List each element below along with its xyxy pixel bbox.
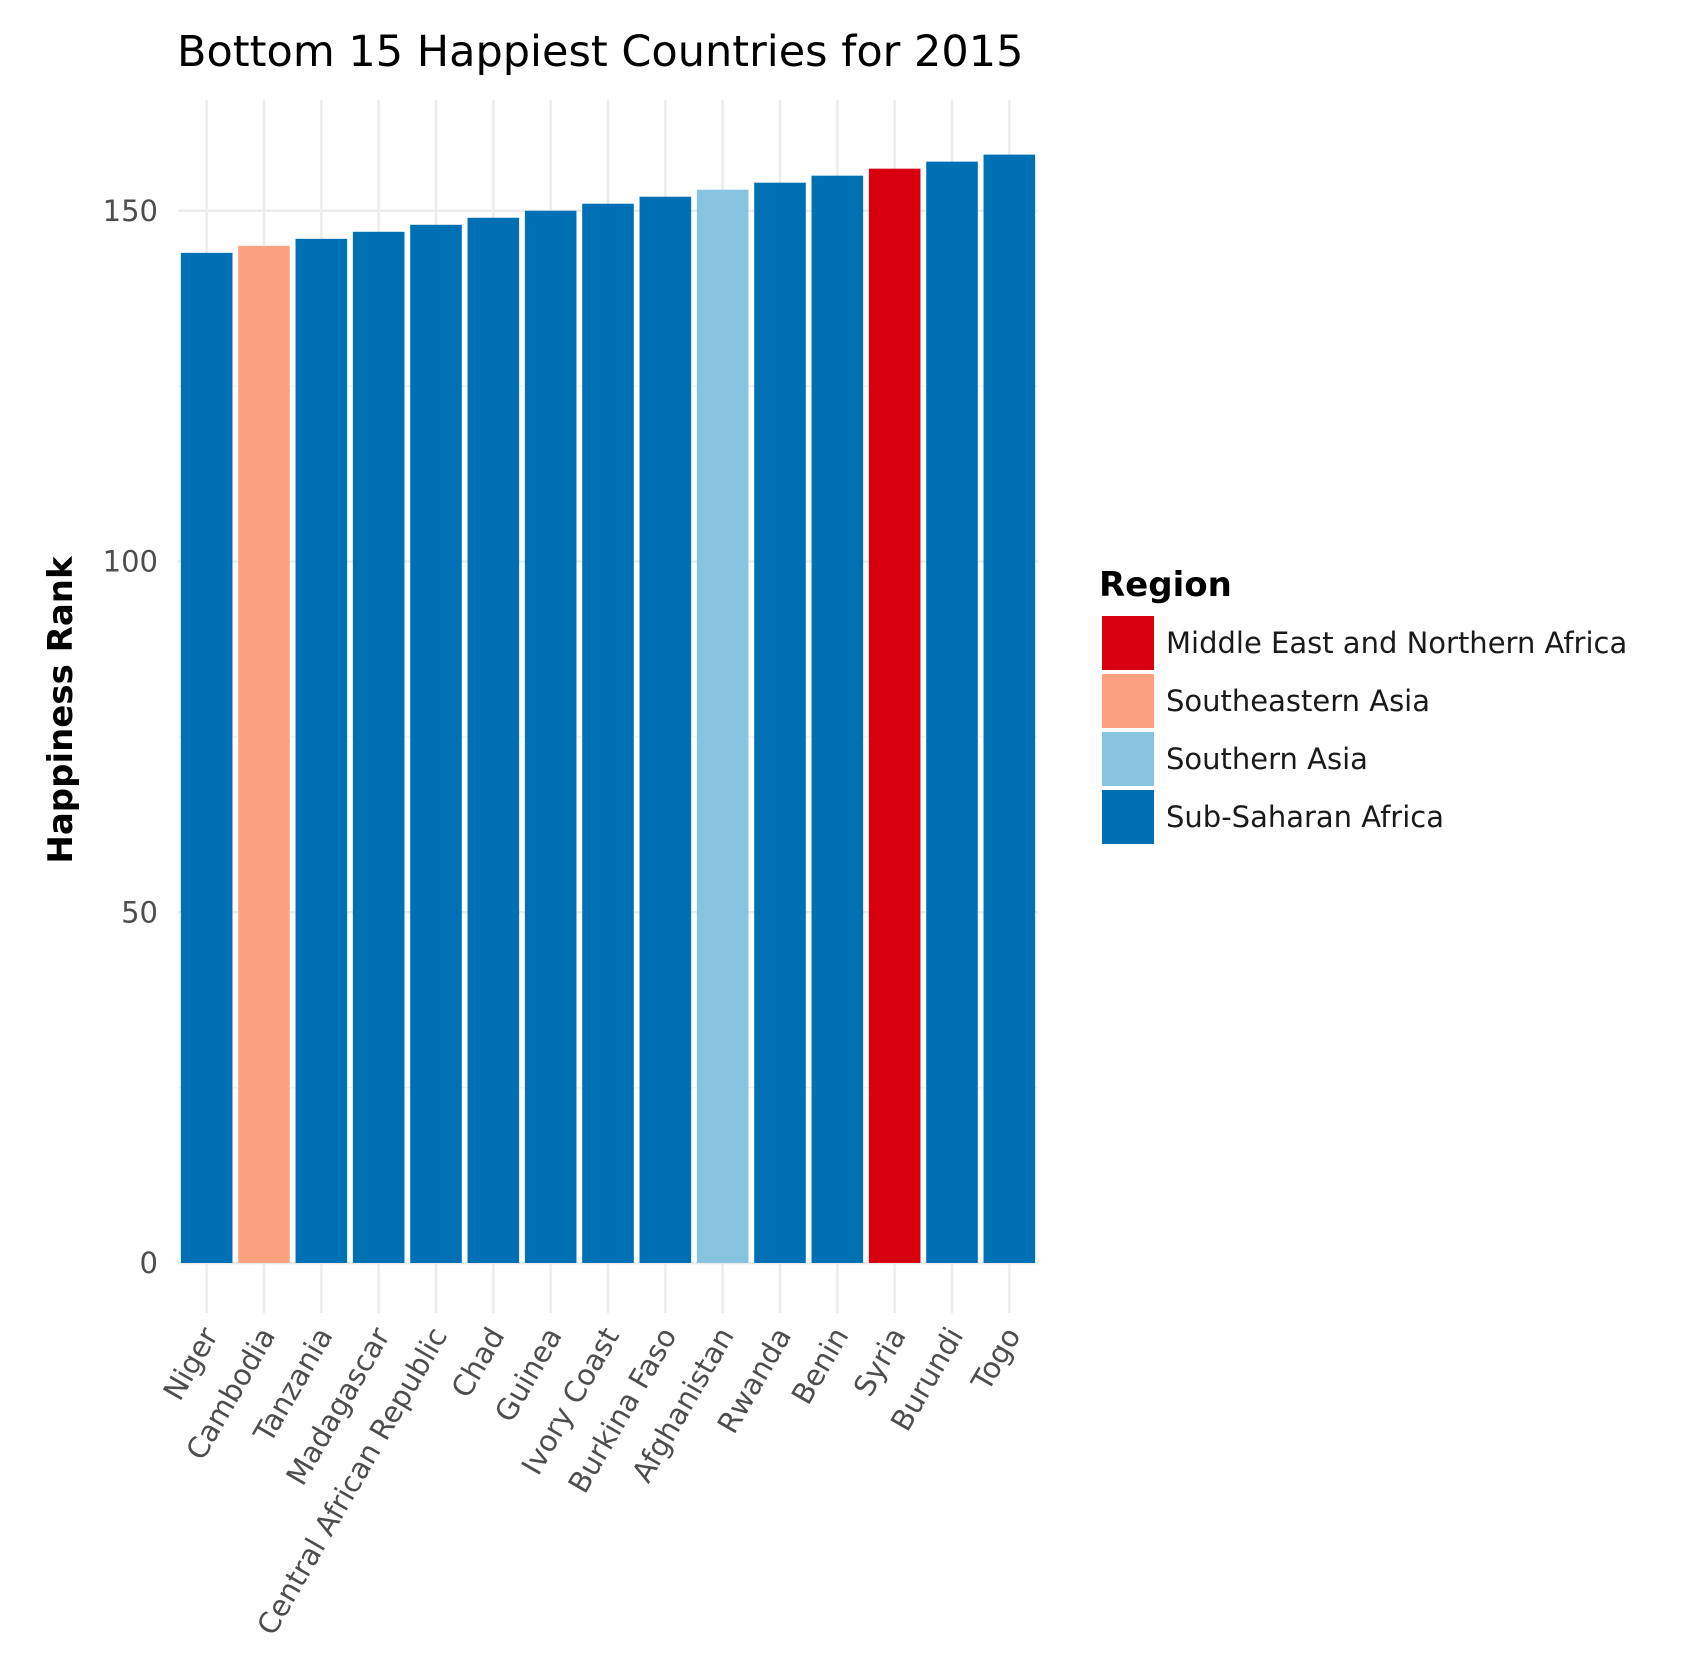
bar-burkina-faso [639, 196, 692, 1264]
bar-guinea [524, 210, 577, 1263]
legend-key-southeastern-asia [1102, 674, 1154, 728]
bar-chad [467, 217, 520, 1263]
legend: Middle East and Northern Africa Southeast… [1102, 616, 1627, 844]
y-tick-label: 150 [103, 194, 158, 228]
legend-title: Region [1099, 565, 1232, 605]
bar-tanzania [295, 238, 348, 1263]
y-tick-labels: 0 50 100 150 [103, 194, 158, 1280]
bar-syria [868, 168, 921, 1263]
bar-togo [983, 154, 1036, 1263]
x-tick-label-benin: Benin [785, 1322, 856, 1411]
y-tick-label: 50 [121, 895, 158, 929]
bar-afghanistan [696, 189, 749, 1264]
bar-rwanda [754, 182, 806, 1264]
bar-niger [180, 252, 233, 1264]
y-tick-label: 100 [103, 545, 158, 579]
legend-label-sub-saharan-africa: Sub-Saharan Africa [1166, 800, 1444, 834]
legend-label-southeastern-asia: Southeastern Asia [1166, 684, 1430, 718]
x-tick-label-togo: Togo [964, 1322, 1027, 1398]
legend-key-middle-east-and-northern-africa [1102, 616, 1154, 670]
bars-layer [180, 154, 1036, 1264]
bar-madagascar [352, 231, 405, 1263]
bar-ivory-coast [582, 203, 634, 1264]
bar-central-african-republic [410, 224, 462, 1263]
legend-key-southern-asia [1102, 732, 1154, 786]
bar-cambodia [238, 245, 290, 1263]
chart-title: Bottom 15 Happiest Countries for 2015 [177, 27, 1023, 77]
y-axis-title: Happiness Rank [41, 555, 81, 864]
legend-label-southern-asia: Southern Asia [1166, 742, 1368, 776]
y-tick-label: 0 [140, 1246, 158, 1280]
bar-benin [811, 175, 864, 1263]
bar-burundi [926, 161, 978, 1263]
legend-key-sub-saharan-africa [1102, 790, 1154, 844]
legend-label-middle-east-and-northern-africa: Middle East and Northern Africa [1166, 626, 1627, 660]
